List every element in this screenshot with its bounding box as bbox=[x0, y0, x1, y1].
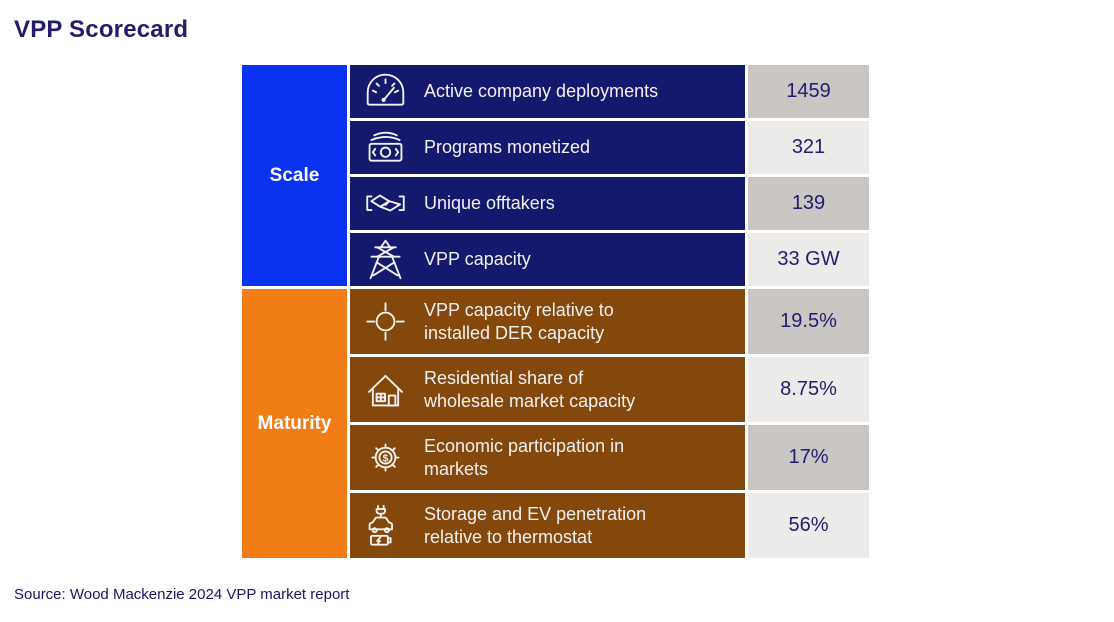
category-maturity: Maturity bbox=[242, 289, 347, 558]
metric-label: Active company deployments bbox=[424, 81, 659, 102]
table-row: Residential share of wholesale market ca… bbox=[350, 357, 745, 422]
metric-value: 56% bbox=[748, 493, 869, 558]
source-note: Source: Wood Mackenzie 2024 VPP market r… bbox=[14, 586, 350, 603]
banknote-icon bbox=[360, 123, 410, 173]
metric-value: 321 bbox=[748, 121, 869, 174]
handshake-icon bbox=[360, 179, 410, 229]
ev-battery-icon bbox=[360, 501, 410, 551]
gauge-icon bbox=[360, 67, 410, 117]
metric-label: Unique offtakers bbox=[424, 193, 555, 214]
metric-label: Programs monetized bbox=[424, 137, 591, 158]
metric-label: VPP capacity relative to installed DER c… bbox=[424, 300, 614, 343]
dollar-glyph: $ bbox=[382, 453, 388, 464]
metric-value: 139 bbox=[748, 177, 869, 230]
metric-label: Economic participation in markets bbox=[424, 436, 625, 479]
table-row: VPP capacity relative to installed DER c… bbox=[350, 289, 745, 354]
metric-value: 8.75% bbox=[748, 357, 869, 422]
table-row: Programs monetized bbox=[350, 121, 745, 174]
table-row: $ Economic participation in markets bbox=[350, 425, 745, 490]
metric-value: 17% bbox=[748, 425, 869, 490]
table-row: Active company deployments bbox=[350, 65, 745, 118]
metric-label: VPP capacity bbox=[424, 249, 531, 270]
category-scale: Scale bbox=[242, 65, 347, 286]
metric-label: Storage and EV penetration relative to t… bbox=[424, 504, 647, 547]
category-maturity-label: Maturity bbox=[257, 412, 332, 434]
gear-dollar-icon: $ bbox=[360, 433, 410, 483]
category-scale-label: Scale bbox=[269, 164, 320, 186]
transmission-tower-icon bbox=[360, 235, 410, 285]
metric-value: 33 GW bbox=[748, 233, 869, 286]
target-icon bbox=[360, 297, 410, 347]
metric-value: 19.5% bbox=[748, 289, 869, 354]
metric-value: 1459 bbox=[748, 65, 869, 118]
table-row: Storage and EV penetration relative to t… bbox=[350, 493, 745, 558]
metric-label: Residential share of wholesale market ca… bbox=[424, 368, 636, 411]
table-row: VPP capacity bbox=[350, 233, 745, 286]
page-title: VPP Scorecard bbox=[14, 16, 189, 43]
house-icon bbox=[360, 365, 410, 415]
table-row: Unique offtakers bbox=[350, 177, 745, 230]
vpp-scorecard-table: Scale Maturity Active company deployment… bbox=[242, 65, 869, 558]
